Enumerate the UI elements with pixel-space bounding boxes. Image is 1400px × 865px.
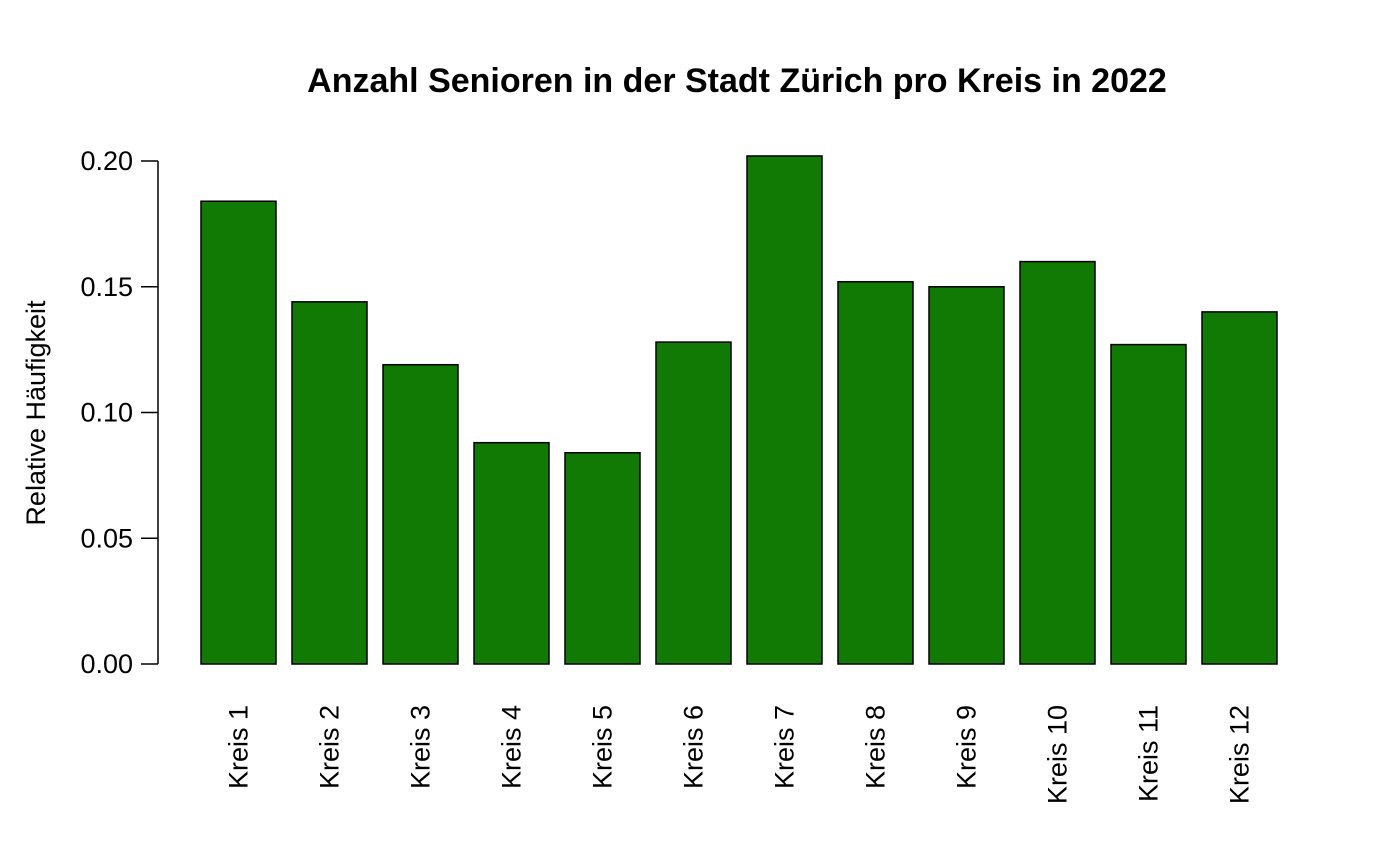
bar (1201, 311, 1278, 665)
bar (382, 363, 459, 665)
x-tick-labels: Kreis 1 Kreis 2 Kreis 3 Kreis 4 Kreis 5 Kreis… (224, 705, 1255, 804)
x-tick-label: Kreis 11 (1134, 705, 1164, 802)
x-tick-label: Kreis 1 (224, 705, 254, 789)
bar (655, 341, 732, 665)
x-tick-label: Kreis 4 (497, 705, 527, 789)
x-tick-label: Kreis 5 (588, 705, 618, 789)
bar (200, 200, 277, 665)
y-tick-label: 0.00 (80, 649, 133, 679)
bar (291, 301, 368, 665)
y-axis: 0.00 0.05 0.10 0.15 0.20 (80, 146, 159, 679)
bars-group (200, 155, 1278, 665)
bar (1110, 343, 1187, 665)
y-tick-label: 0.10 (80, 398, 133, 428)
bar (928, 286, 1005, 665)
y-axis-label: Relative Häufigkeit (21, 300, 51, 526)
x-tick-label: Kreis 8 (861, 705, 891, 789)
x-tick-label: Kreis 6 (679, 705, 709, 789)
x-tick-label: Kreis 9 (952, 705, 982, 789)
x-tick-label: Kreis 2 (315, 705, 345, 789)
x-tick-label: Kreis 12 (1225, 705, 1255, 804)
y-tick-label: 0.15 (80, 272, 133, 302)
x-tick-label: Kreis 3 (406, 705, 436, 789)
bar (473, 441, 550, 665)
bar (564, 451, 641, 665)
y-tick-label: 0.05 (80, 523, 133, 553)
y-tick-label: 0.20 (80, 146, 133, 176)
x-tick-label: Kreis 7 (770, 705, 800, 789)
bar (1019, 260, 1096, 665)
bar (746, 155, 823, 665)
chart-title: Anzahl Senioren in der Stadt Zürich pro … (307, 62, 1167, 100)
bar (837, 280, 914, 665)
x-tick-label: Kreis 10 (1043, 705, 1073, 804)
